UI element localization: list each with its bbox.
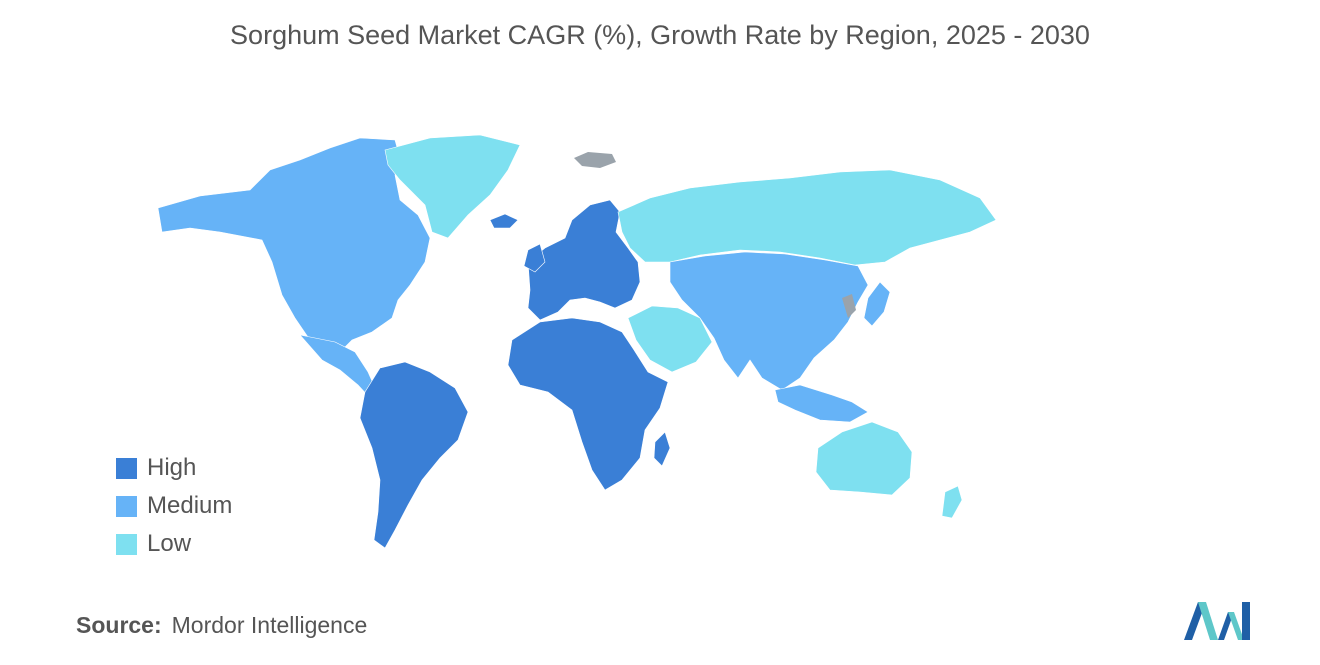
legend-item-low: Low <box>116 525 232 563</box>
legend-swatch-low <box>116 533 137 555</box>
legend-item-medium: Medium <box>116 487 232 525</box>
source-value: Mordor Intelligence <box>171 612 368 638</box>
source-label: Source: <box>76 612 162 638</box>
legend-label-medium: Medium <box>147 492 233 519</box>
region-uk <box>523 243 546 273</box>
region-madagascar <box>653 431 671 467</box>
logo-shape-2 <box>1198 602 1218 640</box>
legend-swatch-medium <box>116 495 137 517</box>
region-south-america <box>359 361 469 549</box>
legend-label-high: High <box>147 454 197 481</box>
region-north-america <box>157 137 431 366</box>
region-southeast-asia <box>774 384 869 423</box>
region-new-zealand <box>941 485 963 519</box>
legend-label-low: Low <box>147 530 192 557</box>
region-russia <box>617 169 997 266</box>
logo-shape-1 <box>1184 602 1206 640</box>
logo-shape-5 <box>1242 602 1250 640</box>
legend: High Medium Low <box>116 449 232 563</box>
region-asia <box>669 251 869 391</box>
region-svalbard-nodata <box>574 152 616 168</box>
source-line: Source: Mordor Intelligence <box>76 612 367 639</box>
logo-shape-3 <box>1218 612 1234 640</box>
chart-title: Sorghum Seed Market CAGR (%), Growth Rat… <box>230 20 1090 50</box>
region-central-america <box>299 334 377 399</box>
region-iceland <box>489 213 519 229</box>
region-greenland <box>384 134 521 239</box>
logo-shape-4 <box>1228 612 1244 640</box>
legend-swatch-high <box>116 457 137 479</box>
region-korea-nodata <box>842 294 856 318</box>
legend-item-high: High <box>116 449 232 487</box>
region-middle-east <box>627 305 713 373</box>
region-japan <box>863 281 891 327</box>
mordor-logo-icon <box>1184 602 1250 640</box>
region-europe <box>527 199 641 321</box>
region-australia <box>815 421 913 496</box>
region-africa <box>507 317 669 491</box>
